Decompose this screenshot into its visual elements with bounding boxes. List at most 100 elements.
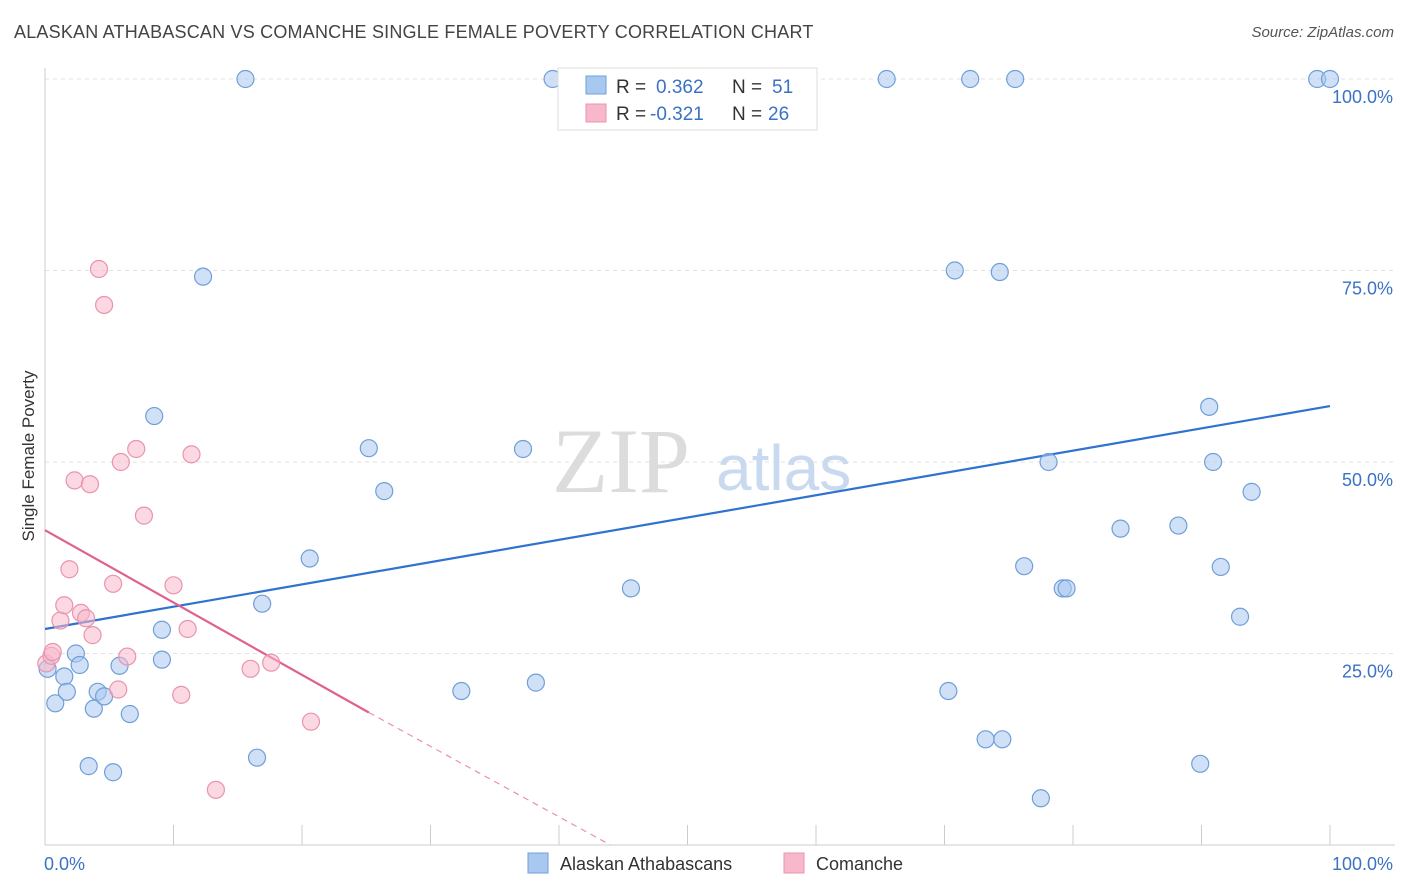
data-point — [621, 579, 641, 598]
tick-labels: 25.0% 50.0% 75.0% 100.0% 0.0% 100.0% — [44, 87, 1393, 874]
data-point — [247, 748, 267, 767]
data-point — [1242, 482, 1261, 501]
y-axis-label: Single Female Poverty — [19, 370, 38, 542]
data-point — [993, 730, 1012, 749]
data-point — [55, 596, 74, 615]
data-point — [43, 642, 62, 662]
data-point — [1230, 607, 1250, 626]
data-point — [1211, 557, 1230, 577]
trend-line-comanche — [44, 529, 370, 714]
data-point — [193, 267, 213, 286]
data-point — [77, 609, 96, 628]
data-point — [134, 506, 154, 525]
data-point — [375, 482, 394, 501]
stats-r-label: R = — [616, 77, 646, 98]
data-point — [1203, 452, 1223, 472]
data-point — [118, 647, 137, 666]
data-point — [51, 611, 70, 630]
stats-n-label: N = — [732, 104, 762, 125]
data-point — [95, 295, 114, 315]
legend-label-comanche: Comanche — [816, 854, 903, 874]
data-point — [57, 682, 76, 701]
y-tick-label: 75.0% — [1342, 279, 1393, 299]
data-point — [253, 594, 272, 613]
data-point — [206, 780, 226, 799]
data-point — [172, 685, 191, 704]
data-point — [1191, 754, 1210, 773]
data-point — [1039, 452, 1058, 472]
data-point — [104, 574, 123, 593]
data-point — [1015, 557, 1034, 576]
stats-r-label: R = — [616, 104, 646, 125]
data-point — [1169, 516, 1188, 535]
data-point — [1320, 69, 1340, 89]
data-point — [80, 475, 100, 494]
data-point — [961, 69, 980, 89]
data-point — [300, 549, 319, 568]
stats-n-label: N = — [732, 77, 762, 98]
data-point — [152, 650, 172, 669]
data-point — [1031, 789, 1050, 808]
trend-lines — [44, 404, 1331, 846]
data-point — [84, 699, 103, 718]
y-tick-label: 50.0% — [1342, 470, 1393, 490]
data-point — [109, 680, 128, 699]
data-point — [89, 259, 109, 279]
watermark-zip: ZIP — [552, 410, 690, 512]
y-tick-label: 100.0% — [1332, 87, 1393, 107]
data-point — [939, 681, 958, 701]
data-point — [877, 69, 896, 89]
data-point — [1200, 397, 1219, 416]
grid-lines — [45, 78, 1395, 654]
legend-swatch-comanche — [783, 852, 805, 874]
series-comanche — [37, 259, 321, 799]
data-point — [164, 576, 183, 595]
stats-box: R = 0.362 N = 51 R = -0.321 N = 26 — [557, 67, 818, 131]
data-point — [152, 620, 172, 639]
legend-swatch-athabascan — [527, 852, 549, 874]
data-point — [79, 757, 98, 776]
stats-n-value: 26 — [768, 104, 789, 125]
data-point — [359, 439, 378, 458]
stats-n-value: 51 — [772, 77, 793, 98]
axes — [44, 68, 1395, 846]
data-point — [513, 439, 533, 459]
data-point — [104, 763, 123, 782]
data-point — [83, 626, 102, 645]
data-point — [65, 471, 84, 490]
data-point — [182, 445, 201, 464]
stats-r-value: 0.362 — [656, 77, 704, 98]
legend-label-athabascan: Alaskan Athabascans — [560, 854, 732, 874]
data-point — [127, 439, 146, 459]
data-point — [236, 69, 255, 89]
chart-title: ALASKAN ATHABASCAN VS COMANCHE SINGLE FE… — [14, 22, 814, 42]
stats-r-value: -0.321 — [650, 104, 704, 125]
data-point — [301, 712, 321, 731]
y-tick-label: 25.0% — [1342, 662, 1393, 682]
legend: Alaskan Athabascans Comanche — [527, 852, 903, 874]
data-point — [145, 406, 164, 426]
data-point — [55, 667, 74, 686]
data-point — [452, 681, 471, 701]
data-point — [111, 452, 130, 472]
data-point — [1057, 579, 1076, 598]
data-point — [976, 730, 995, 749]
stats-swatch-athabascan — [585, 75, 607, 95]
series-alaskan-athabascans — [38, 69, 1340, 808]
trend-line-athabascan — [44, 404, 1331, 631]
data-point — [526, 673, 545, 692]
data-point — [60, 560, 79, 579]
data-point — [241, 659, 260, 678]
source-credit: Source: ZipAtlas.com — [1251, 24, 1394, 41]
stats-swatch-comanche — [585, 103, 607, 123]
x-tick-label: 0.0% — [44, 854, 85, 874]
data-point — [990, 262, 1009, 282]
data-point — [70, 655, 89, 675]
data-point — [120, 704, 139, 724]
data-point — [46, 694, 65, 713]
data-point — [1006, 69, 1025, 89]
data-point — [1111, 519, 1130, 538]
data-point — [178, 619, 197, 639]
x-tick-label: 100.0% — [1332, 854, 1393, 874]
